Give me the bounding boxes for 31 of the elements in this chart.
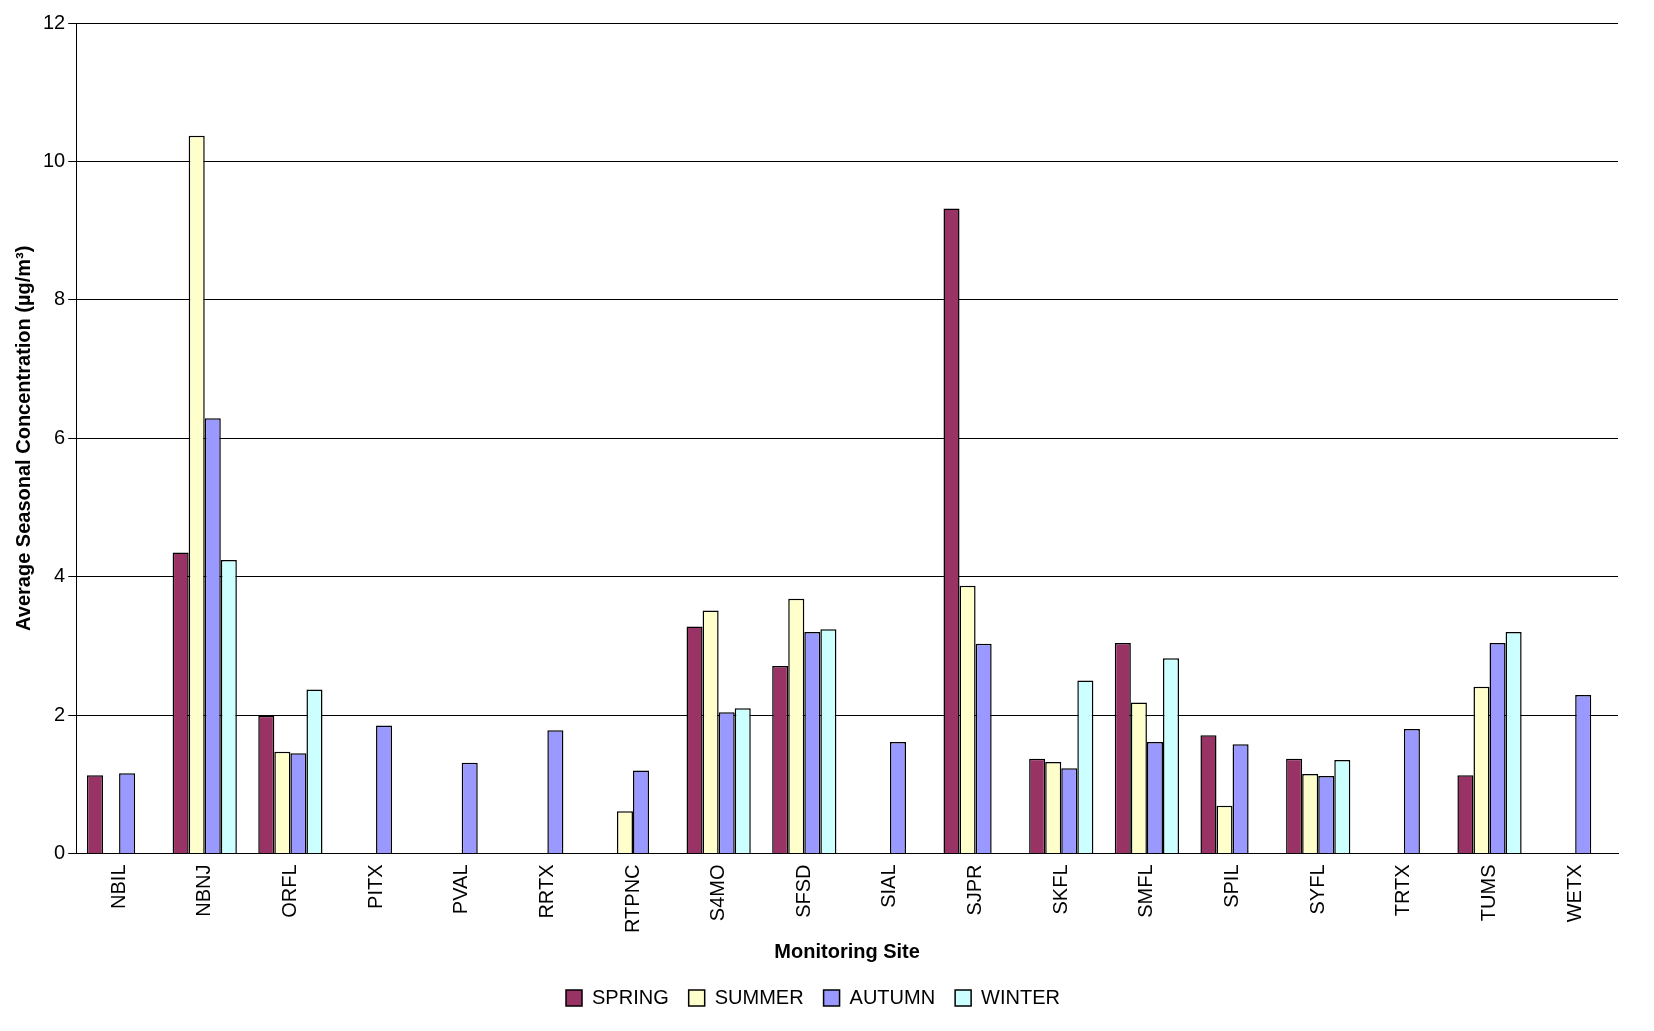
legend-label: SUMMER xyxy=(714,985,804,1008)
x-tick-label: SPIL xyxy=(1220,864,1243,908)
y-tick-label: 0 xyxy=(54,840,66,863)
y-tick-label: 12 xyxy=(43,10,66,33)
y-tick-label: 2 xyxy=(54,702,66,725)
x-tick-label: SMFL xyxy=(1134,864,1157,918)
x-tick-label: PITX xyxy=(363,864,386,909)
y-tick-label: 4 xyxy=(54,564,66,587)
x-tick-label: ORFL xyxy=(277,864,300,918)
legend-label: WINTER xyxy=(981,985,1061,1008)
y-tick-label: 10 xyxy=(43,148,66,171)
x-axis-title: Monitoring Site xyxy=(774,939,920,962)
x-tick-label: TUMS xyxy=(1477,864,1500,922)
legend-label: SPRING xyxy=(592,985,669,1008)
x-tick-label: TRTX xyxy=(1391,864,1414,917)
x-tick-label: SJPR xyxy=(963,864,986,916)
x-tick-label: NBNJ xyxy=(192,864,215,917)
y-tick-label: 8 xyxy=(54,287,66,310)
x-tick-label: SYFL xyxy=(1305,864,1328,915)
x-tick-label: WETX xyxy=(1562,864,1585,923)
x-tick-label: SFSD xyxy=(791,864,814,918)
y-axis-title: Average Seasonal Concentration (µg/m³) xyxy=(11,245,34,631)
y-tick-label: 6 xyxy=(54,425,66,448)
x-tick-label: SKFL xyxy=(1048,864,1071,915)
x-tick-label: RRTX xyxy=(534,864,557,919)
x-tick-label: SIAL xyxy=(877,864,900,908)
x-tick-label: S4MO xyxy=(706,864,729,922)
x-tick-label: PVAL xyxy=(449,864,472,915)
x-tick-label: RTPNC xyxy=(620,864,643,934)
legend-label: AUTUMN xyxy=(849,985,936,1008)
x-tick-label: NBIL xyxy=(106,864,129,909)
